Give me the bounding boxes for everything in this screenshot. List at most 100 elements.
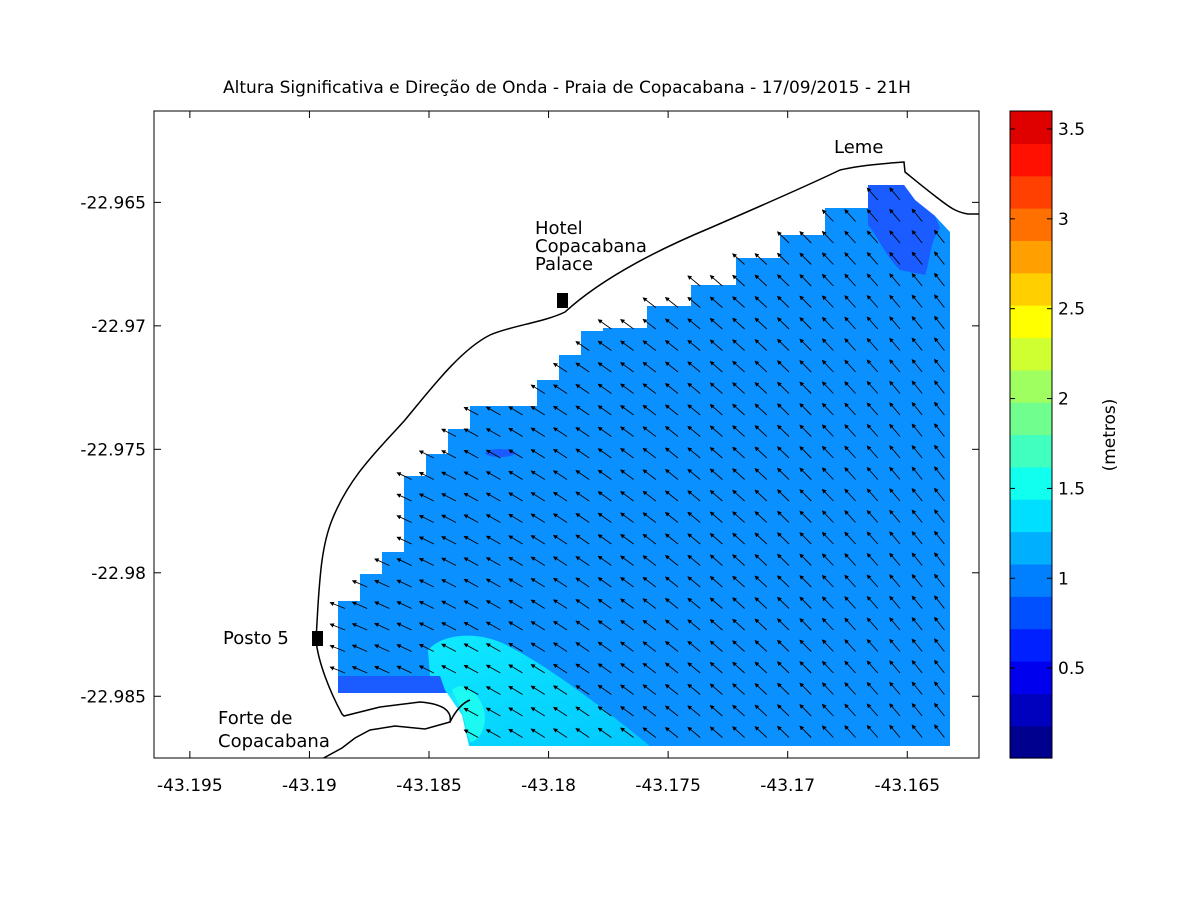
wave-arrow (889, 595, 901, 609)
wave-arrow (866, 660, 879, 674)
wave-arrow (776, 682, 790, 695)
wave-arrow (642, 404, 657, 416)
wave-arrow (799, 510, 812, 523)
wave-arrow (844, 617, 856, 631)
colorbar-segment (1010, 466, 1052, 500)
wave-arrow (687, 576, 701, 588)
wave-arrow (418, 600, 435, 609)
wave-arrow (552, 599, 568, 609)
wave-arrow (441, 514, 457, 523)
wave-arrow (844, 359, 856, 373)
wave-arrow (799, 704, 812, 717)
wave-arrow (889, 509, 901, 523)
wave-arrow (709, 662, 723, 674)
wave-arrow (530, 621, 546, 631)
wave-arrow (821, 531, 834, 545)
wave-arrow (934, 573, 945, 588)
wave-arrow (441, 665, 457, 674)
wave-arrow (597, 319, 612, 330)
wave-arrow (418, 514, 435, 523)
wave-arrow (642, 555, 657, 566)
wave-arrow (687, 404, 701, 416)
wave-arrow (575, 427, 590, 437)
wave-arrow (485, 578, 501, 588)
wave-arrow (687, 726, 701, 738)
wave-arrow (642, 361, 657, 373)
wave-arrow (866, 638, 879, 652)
wave-arrow (911, 617, 923, 631)
wave-arrow (329, 644, 346, 652)
wave-arrow (396, 493, 412, 502)
wave-arrow (911, 724, 923, 738)
wave-arrow (508, 599, 523, 609)
label-forte-line2: Copacabana (218, 731, 330, 752)
wave-arrow (642, 490, 657, 502)
low-wave-spot (485, 449, 515, 457)
y-axis: -22.965 -22.97 -22.975 -22.98 -22.985 (80, 193, 979, 707)
wave-arrow (911, 423, 923, 437)
wave-arrow (530, 470, 546, 480)
wave-arrow (709, 318, 723, 330)
y-tick-label: -22.975 (80, 440, 146, 460)
wave-arrow (732, 296, 745, 308)
wave-arrow (911, 595, 923, 609)
wave-arrow (709, 533, 723, 545)
wave-arrow (597, 641, 612, 652)
wave-arrow (620, 577, 634, 588)
wave-arrow (620, 555, 634, 566)
wave-arrow (463, 686, 479, 695)
wave-arrow (575, 728, 590, 738)
colorbar-segment (1010, 175, 1052, 209)
wave-arrow (463, 428, 479, 437)
wave-arrow (776, 252, 790, 265)
wave-arrow (664, 512, 679, 523)
colorbar-ticks: 0.5 1 1.5 2 2.5 3 3.5 (1010, 120, 1085, 679)
colorbar-segment (1010, 596, 1052, 630)
colorbar-segment (1010, 208, 1052, 241)
wave-arrow (508, 449, 523, 459)
wave-arrow (620, 469, 634, 480)
wave-arrow (552, 534, 568, 545)
wave-arrow (844, 467, 856, 480)
wave-arrow (687, 490, 701, 502)
wave-arrow (911, 509, 923, 523)
colorbar-segment (1010, 402, 1052, 436)
wave-arrow (642, 705, 657, 717)
wave-arrow (351, 666, 368, 674)
wave-arrow (463, 514, 479, 523)
wave-arrow (530, 707, 546, 717)
wave-arrow (799, 274, 812, 287)
wave-arrow (597, 426, 612, 437)
wave-arrow (396, 665, 412, 674)
wave-arrow (530, 406, 546, 416)
wave-arrow (889, 724, 901, 738)
wave-arrow (485, 492, 501, 502)
wave-arrow (754, 253, 768, 265)
wave-arrow (463, 729, 479, 738)
wave-arrow (799, 467, 812, 480)
wave-arrow (866, 574, 879, 588)
wave-arrow (754, 704, 768, 717)
wave-arrow (463, 664, 479, 674)
colorbar-segment (1010, 143, 1052, 177)
wave-arrow (821, 660, 834, 674)
wave-arrow (575, 620, 590, 631)
wave-arrow (485, 428, 501, 437)
colorbar-tick-label: 2 (1058, 390, 1069, 410)
colorbar-segment (1010, 693, 1052, 727)
wave-arrow (776, 618, 790, 631)
wave-arrow (776, 510, 790, 523)
wave-arrow (866, 466, 879, 480)
wave-arrow (754, 726, 768, 738)
wave-arrow (709, 425, 723, 437)
wave-arrow (530, 535, 546, 545)
wave-arrow (821, 617, 834, 631)
wave-arrow (530, 685, 546, 695)
wave-arrow (508, 685, 523, 695)
wave-arrow (642, 684, 657, 695)
wave-arrow (463, 406, 479, 416)
wave-arrow (866, 316, 879, 330)
wave-arrow (396, 472, 412, 480)
wave-arrow (620, 319, 634, 330)
